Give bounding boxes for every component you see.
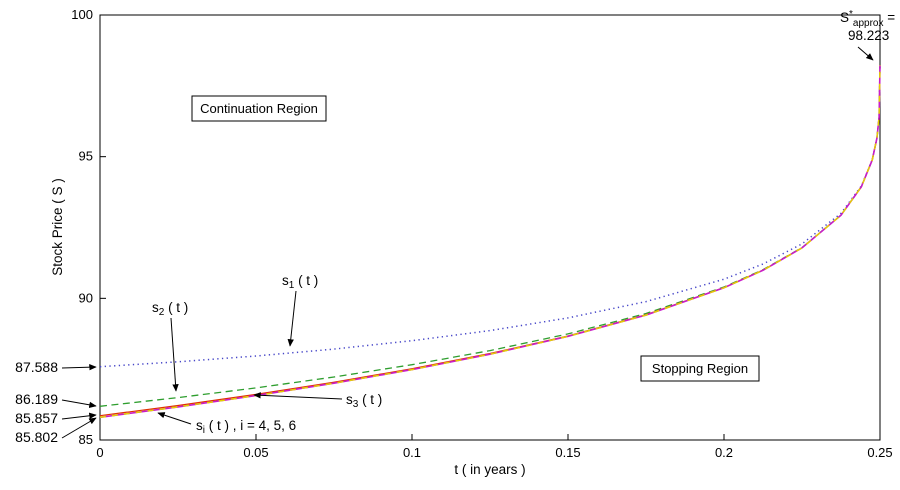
stopping-region-box — [640, 355, 760, 382]
y-tick-label: 95 — [79, 149, 93, 164]
y-tick-label: 100 — [71, 7, 93, 22]
s1-base: s — [282, 273, 289, 288]
curve-s4_s5_s6-overlay — [99, 65, 881, 419]
s3-arrow — [253, 392, 343, 400]
left-value-86189: 86.189 — [15, 391, 58, 407]
s-approx-label: S*approx = — [840, 9, 895, 29]
left-arrow-85857 — [61, 412, 97, 420]
axes: 0 0.05 0.1 0.15 0.2 0.25 85 90 95 100 — [71, 7, 892, 460]
left-value-85857: 85.857 — [15, 410, 58, 426]
x-tick-label: 0 — [96, 445, 103, 460]
y-tick-label: 85 — [79, 432, 93, 447]
s2-sub: 2 — [159, 307, 165, 318]
s3-base: s — [346, 392, 353, 407]
s3-curve-label: s3 ( t ) — [346, 392, 382, 410]
s1-curve-label: s1 ( t ) — [282, 273, 318, 291]
x-axis-title: t ( in years ) — [454, 462, 525, 477]
continuation-region-label: Continuation Region — [191, 95, 327, 122]
x-tick-label: 0.05 — [243, 445, 268, 460]
s1-sub: 1 — [289, 280, 295, 291]
x-tick-label: 0.15 — [555, 445, 580, 460]
continuation-region-box — [191, 95, 327, 122]
sapprox-base: S — [840, 10, 849, 25]
sapprox-subscript: approx — [853, 18, 884, 29]
y-axis-title: Stock Price ( S ) — [50, 178, 65, 276]
left-arrow-87588 — [61, 364, 97, 371]
s456-sub: i — [203, 425, 205, 436]
s456-arrow — [157, 412, 192, 425]
s2-rest: ( t ) — [164, 300, 188, 315]
s3-sub: 3 — [353, 399, 359, 410]
x-tick-label: 0.25 — [867, 445, 892, 460]
s1-arrow — [287, 290, 297, 347]
stopping-region-text: Stopping Region — [652, 361, 748, 376]
s-approx-value: 98.223 — [848, 28, 889, 43]
s456-base: s — [196, 418, 203, 433]
s456-curve-label: si ( t ) , i = 4, 5, 6 — [196, 418, 296, 436]
stopping-region-label: Stopping Region — [640, 355, 760, 382]
s2-base: s — [152, 300, 159, 315]
left-arrow-85802 — [61, 417, 97, 439]
left-value-87588: 87.588 — [15, 359, 58, 375]
plot-border — [99, 14, 881, 441]
left-value-85802: 85.802 — [15, 429, 58, 445]
s456-rest: ( t ) , i = 4, 5, 6 — [205, 418, 296, 433]
continuation-region-text: Continuation Region — [200, 101, 318, 116]
s2-arrow — [170, 317, 179, 392]
left-arrow-86189 — [61, 399, 97, 408]
sapprox-sup: * — [849, 9, 853, 20]
y-tick-label: 90 — [79, 290, 93, 305]
curves — [99, 65, 881, 419]
s-approx-arrow — [857, 46, 874, 61]
x-tick-label: 0.1 — [403, 445, 421, 460]
x-tick-label: 0.2 — [715, 445, 733, 460]
sapprox-eq: = — [884, 10, 896, 25]
s1-rest: ( t ) — [294, 273, 318, 288]
annotations: Stock Price ( S ) t ( in years ) Continu… — [15, 9, 895, 477]
s2-curve-label: s2 ( t ) — [152, 300, 188, 318]
s3-rest: ( t ) — [358, 392, 382, 407]
